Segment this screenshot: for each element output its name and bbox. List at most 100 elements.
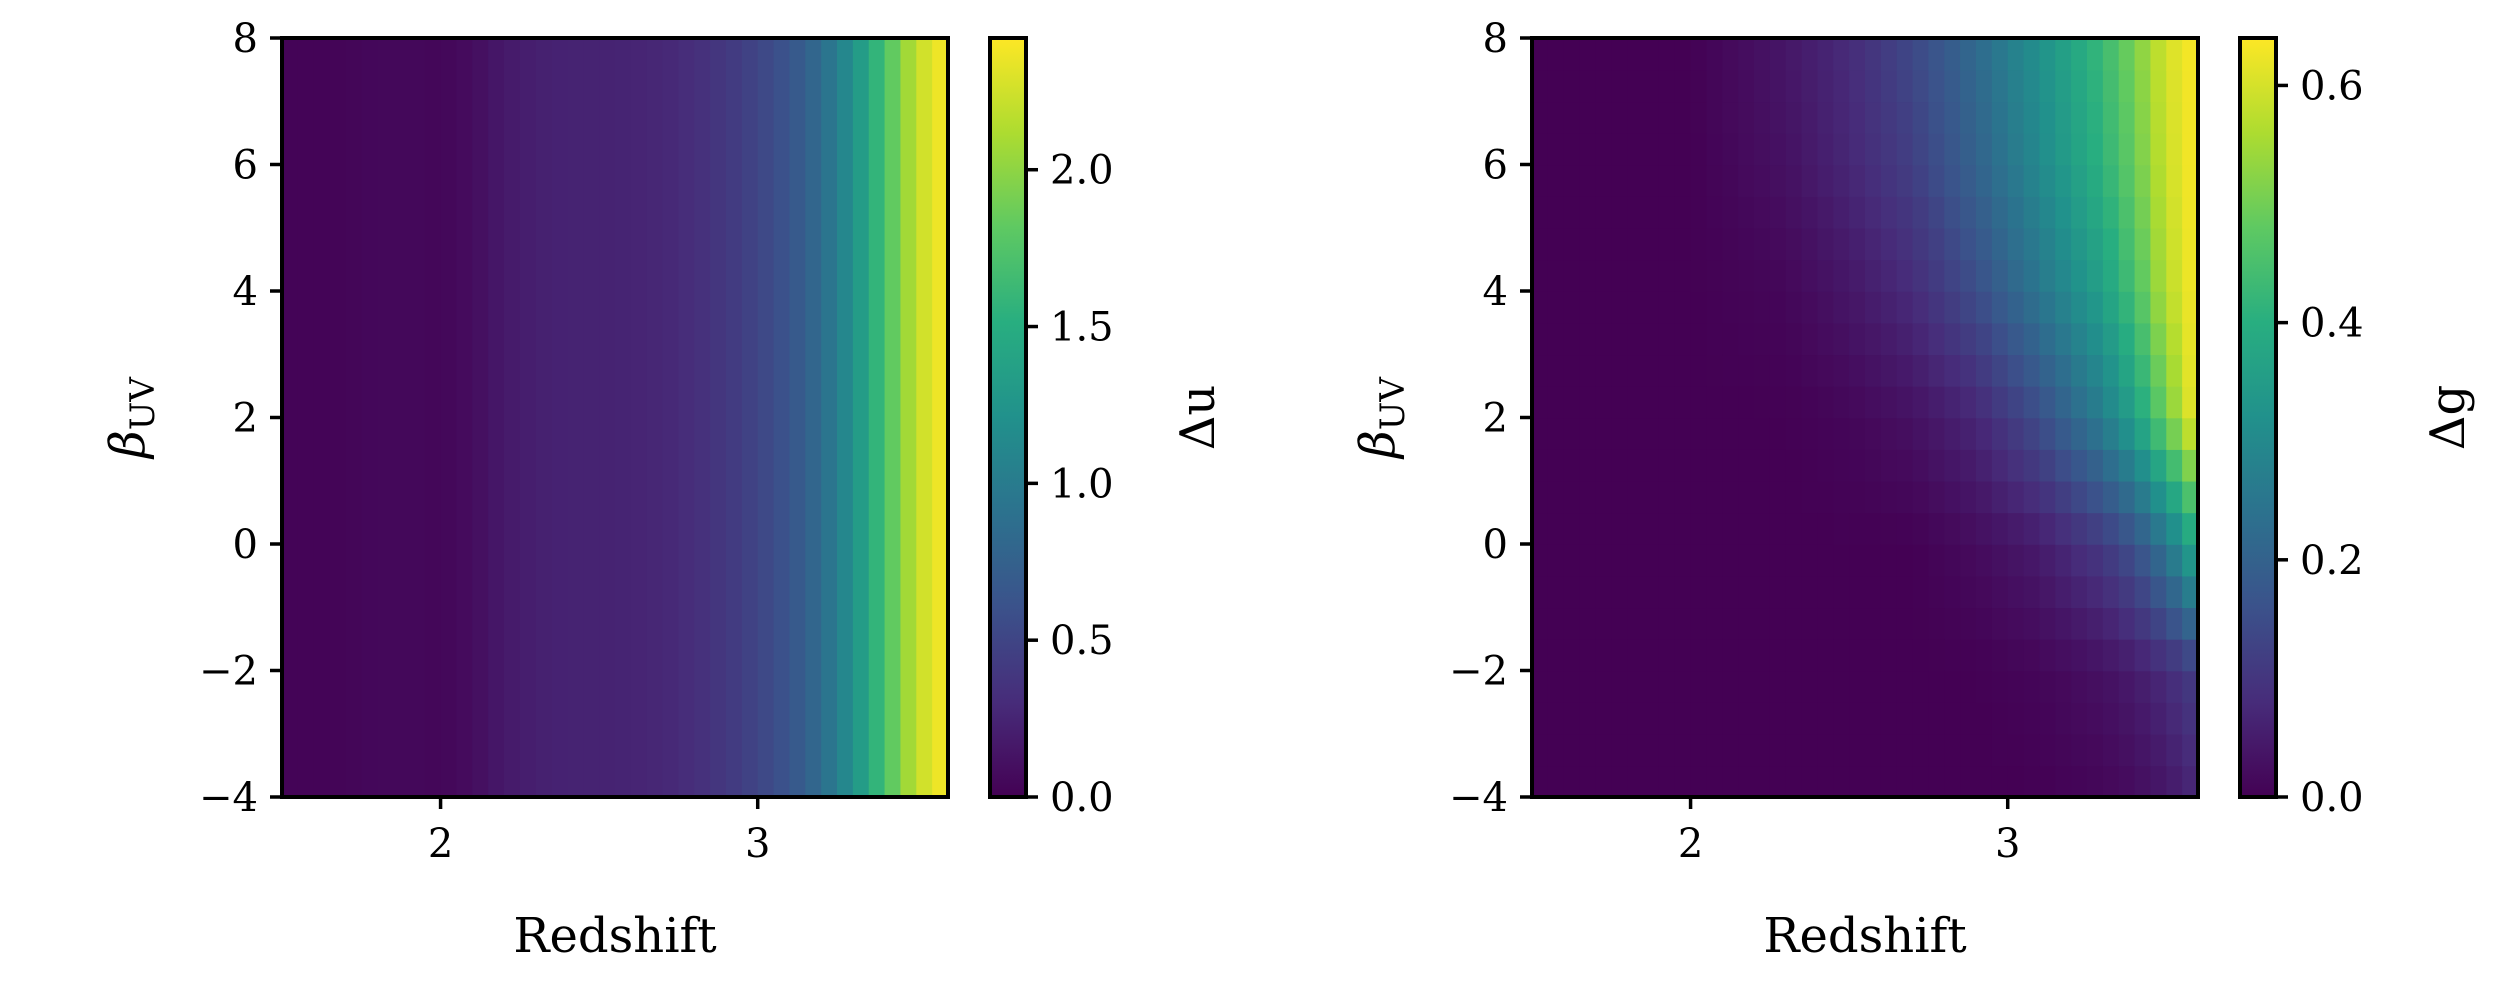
heatmap-cell bbox=[1532, 385, 1549, 419]
heatmap-cell bbox=[2150, 417, 2168, 450]
heatmap-cell bbox=[1611, 512, 1628, 545]
heatmap-cell bbox=[2007, 512, 2025, 545]
heatmap-cell bbox=[1880, 291, 1898, 324]
heatmap-cell bbox=[1722, 69, 1739, 103]
heatmap-cell bbox=[1865, 227, 1882, 261]
heatmap-cell bbox=[1849, 291, 1866, 324]
heatmap-cell bbox=[1880, 638, 1898, 672]
heatmap-cell bbox=[1880, 480, 1898, 514]
colorbar-label: Δu bbox=[1170, 385, 1226, 451]
heatmap-cell bbox=[1849, 227, 1866, 261]
heatmap-cell bbox=[1849, 322, 1866, 356]
heatmap-cell bbox=[2166, 765, 2183, 798]
heatmap-cell bbox=[1976, 354, 1993, 387]
heatmap-cell bbox=[1563, 69, 1581, 103]
heatmap-cell bbox=[1738, 69, 1755, 103]
heatmap-cell bbox=[1817, 638, 1835, 672]
heatmap-cell bbox=[1722, 575, 1739, 609]
heatmap-cell bbox=[1706, 765, 1724, 798]
heatmap-cell bbox=[1722, 354, 1739, 387]
y-tick-label: 0 bbox=[233, 522, 258, 568]
heatmap-cell bbox=[1833, 385, 1850, 419]
heatmap-cell bbox=[1738, 449, 1755, 482]
heatmap-cells bbox=[282, 38, 949, 798]
heatmap-cell bbox=[1912, 733, 1930, 767]
heatmap-cell bbox=[1595, 132, 1613, 166]
heatmap-cell bbox=[1738, 196, 1755, 229]
heatmap-cell bbox=[2087, 670, 2104, 703]
heatmap-cell bbox=[1785, 449, 1803, 482]
heatmap-cell bbox=[1563, 417, 1581, 450]
heatmap-cell bbox=[1785, 385, 1803, 419]
heatmap-cell bbox=[1785, 417, 1803, 450]
heatmap-cell bbox=[1976, 765, 1993, 798]
x-tick-label: 3 bbox=[745, 821, 770, 867]
heatmap-cell bbox=[1547, 69, 1565, 103]
heatmap-cell bbox=[2071, 575, 2088, 609]
heatmap-cell bbox=[282, 38, 299, 798]
heatmap-cell bbox=[1690, 259, 1708, 292]
heatmap-cell bbox=[1674, 670, 1692, 703]
heatmap-cell bbox=[1547, 638, 1565, 672]
colorbar-tick-label: 0.0 bbox=[2300, 775, 2364, 821]
heatmap-cell bbox=[1976, 196, 1993, 229]
heatmap-cell bbox=[2118, 638, 2136, 672]
heatmap-cell bbox=[1611, 702, 1628, 735]
heatmap-cell bbox=[1754, 101, 1771, 134]
heatmap-cell bbox=[1785, 638, 1803, 672]
heatmap-cell bbox=[2039, 196, 2057, 229]
heatmap-cell bbox=[1738, 638, 1755, 672]
heatmap-cell bbox=[1674, 544, 1692, 577]
heatmap-cell bbox=[2055, 417, 2072, 450]
heatmap-cell bbox=[488, 38, 505, 798]
heatmap-cell bbox=[2071, 449, 2088, 482]
heatmap-cell bbox=[1738, 670, 1755, 703]
heatmap-cell bbox=[2118, 164, 2136, 197]
heatmap-cell bbox=[1579, 291, 1597, 324]
heatmap-cell bbox=[1595, 607, 1613, 640]
heatmap-cell bbox=[1690, 575, 1708, 609]
heatmap-cell bbox=[519, 38, 537, 798]
heatmap-cell bbox=[1611, 480, 1628, 514]
y-tick-label: −4 bbox=[1449, 775, 1508, 821]
heatmap-cell bbox=[1849, 101, 1866, 134]
y-tick-label: 4 bbox=[233, 269, 258, 315]
heatmap-cell bbox=[1912, 132, 1930, 166]
heatmap-cell bbox=[1738, 544, 1755, 577]
heatmap-cell bbox=[2182, 354, 2199, 387]
heatmap-cell bbox=[1896, 196, 1914, 229]
heatmap-cell bbox=[1563, 164, 1581, 197]
heatmap-cell bbox=[2150, 670, 2168, 703]
heatmap-cell bbox=[1817, 670, 1835, 703]
heatmap-cell bbox=[1706, 322, 1724, 356]
heatmap-cell bbox=[1579, 733, 1597, 767]
x-axis-label: Redshift bbox=[1763, 908, 1966, 964]
heatmap-cell bbox=[1706, 575, 1724, 609]
heatmap-cell bbox=[2118, 132, 2136, 166]
heatmap-cell bbox=[1912, 38, 1930, 71]
heatmap-cell bbox=[1769, 512, 1787, 545]
heatmap-cell bbox=[1627, 607, 1644, 640]
heatmap-cell bbox=[1849, 765, 1866, 798]
heatmap-cell bbox=[2134, 354, 2152, 387]
heatmap-cell bbox=[2023, 196, 2041, 229]
heatmap-cell bbox=[1928, 259, 1946, 292]
heatmap-cell bbox=[2055, 544, 2072, 577]
heatmap-cell bbox=[2134, 544, 2152, 577]
heatmap-cell bbox=[1785, 607, 1803, 640]
heatmap-cell bbox=[2150, 259, 2168, 292]
heatmap-cell bbox=[1880, 702, 1898, 735]
heatmap-cell bbox=[1547, 132, 1565, 166]
y-tick-label: 2 bbox=[233, 396, 258, 442]
heatmap-cell bbox=[2134, 607, 2152, 640]
heatmap-cell bbox=[1833, 638, 1850, 672]
heatmap-cell bbox=[1833, 417, 1850, 450]
heatmap-cell bbox=[1865, 544, 1882, 577]
heatmap-cell bbox=[1579, 38, 1597, 71]
heatmap-cell bbox=[1563, 132, 1581, 166]
heatmap-cell bbox=[1611, 385, 1628, 419]
heatmap-cell bbox=[2039, 670, 2057, 703]
heatmap-cell bbox=[2118, 512, 2136, 545]
heatmap-cell bbox=[1627, 69, 1644, 103]
heatmap-cell bbox=[2055, 101, 2072, 134]
